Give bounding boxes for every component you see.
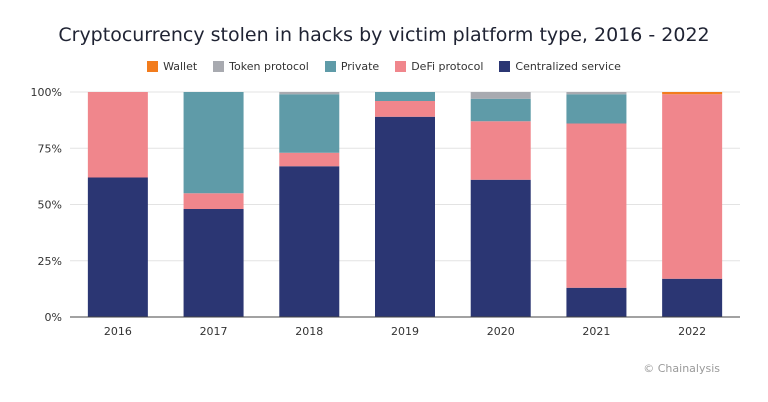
bar-segment bbox=[375, 92, 435, 101]
y-tick-label: 50% bbox=[38, 199, 62, 212]
y-tick-label: 0% bbox=[45, 311, 62, 324]
bar-segment bbox=[375, 101, 435, 117]
bar-segment bbox=[566, 92, 627, 95]
legend-item: DeFi protocol bbox=[395, 60, 483, 73]
chart-title: Cryptocurrency stolen in hacks by victim… bbox=[58, 24, 710, 46]
x-tick-label: 2020 bbox=[487, 325, 515, 338]
bar-segment bbox=[279, 92, 340, 95]
x-tick-label: 2019 bbox=[391, 325, 419, 338]
bar-segment bbox=[470, 121, 531, 180]
bar-segment bbox=[87, 177, 148, 317]
x-tick-label: 2017 bbox=[200, 325, 228, 338]
legend-label: Wallet bbox=[163, 60, 198, 73]
legend-label: Token protocol bbox=[229, 60, 309, 73]
legend-swatch bbox=[499, 61, 511, 72]
legend-label: DeFi protocol bbox=[411, 60, 484, 73]
bar-segment bbox=[662, 92, 723, 95]
x-tick-label: 2018 bbox=[295, 325, 323, 338]
legend-item: Private bbox=[324, 60, 380, 73]
legend-swatch bbox=[395, 61, 407, 72]
bar-segment bbox=[87, 92, 148, 178]
y-tick-label: 100% bbox=[31, 86, 62, 99]
bar-segment bbox=[183, 209, 244, 317]
bar-segment bbox=[662, 278, 723, 317]
bar-segment bbox=[470, 179, 531, 317]
bar-segment bbox=[566, 123, 627, 288]
bar-segment bbox=[279, 166, 340, 317]
legend-item: Wallet bbox=[147, 60, 197, 73]
y-tick-label: 25% bbox=[38, 255, 62, 268]
legend-swatch bbox=[213, 61, 225, 72]
bar-segment bbox=[279, 152, 340, 167]
x-tick-label: 2021 bbox=[582, 325, 610, 338]
x-tick-label: 2022 bbox=[678, 325, 706, 338]
bar-segment bbox=[566, 287, 627, 317]
legend-swatch bbox=[324, 61, 336, 72]
y-tick-label: 75% bbox=[38, 142, 62, 155]
bar-segment bbox=[566, 94, 627, 124]
legend-label: Private bbox=[340, 60, 380, 73]
bar-segment bbox=[662, 94, 723, 279]
bar-segment bbox=[279, 94, 340, 153]
bar-segment bbox=[183, 92, 244, 194]
legend: Wallet Token protocol Private DeFi protocol… bbox=[0, 60, 768, 73]
x-tick-label: 2016 bbox=[104, 325, 132, 338]
legend-swatch bbox=[147, 61, 159, 72]
bar-segment bbox=[183, 193, 244, 209]
legend-item: Centralized service bbox=[499, 60, 621, 73]
legend-item: Token protocol bbox=[213, 60, 309, 73]
bar-segment bbox=[470, 98, 531, 122]
bar-segment bbox=[470, 92, 531, 99]
bar-segment bbox=[375, 116, 435, 317]
legend-label: Centralized service bbox=[515, 60, 621, 73]
source-credit: © Chainalysis bbox=[643, 362, 720, 375]
